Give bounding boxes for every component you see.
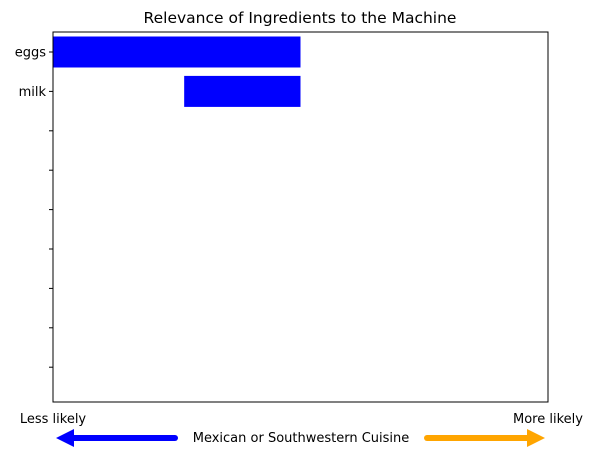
bar-eggs	[53, 36, 301, 68]
x-axis-label: Mexican or Southwestern Cuisine	[193, 431, 410, 446]
y-tick-label-milk: milk	[19, 85, 47, 100]
x-tick-label-more-likely: More likely	[513, 412, 583, 427]
plot-frame	[52, 31, 549, 403]
x-tick-label-less-likely: Less likely	[20, 412, 87, 427]
bars-group	[53, 36, 301, 107]
bar-milk	[184, 75, 301, 107]
y-tick-label-eggs: eggs	[15, 46, 47, 61]
chart-title: Relevance of Ingredients to the Machine	[144, 9, 457, 27]
y-axis-ticks: eggs milk	[15, 46, 53, 368]
